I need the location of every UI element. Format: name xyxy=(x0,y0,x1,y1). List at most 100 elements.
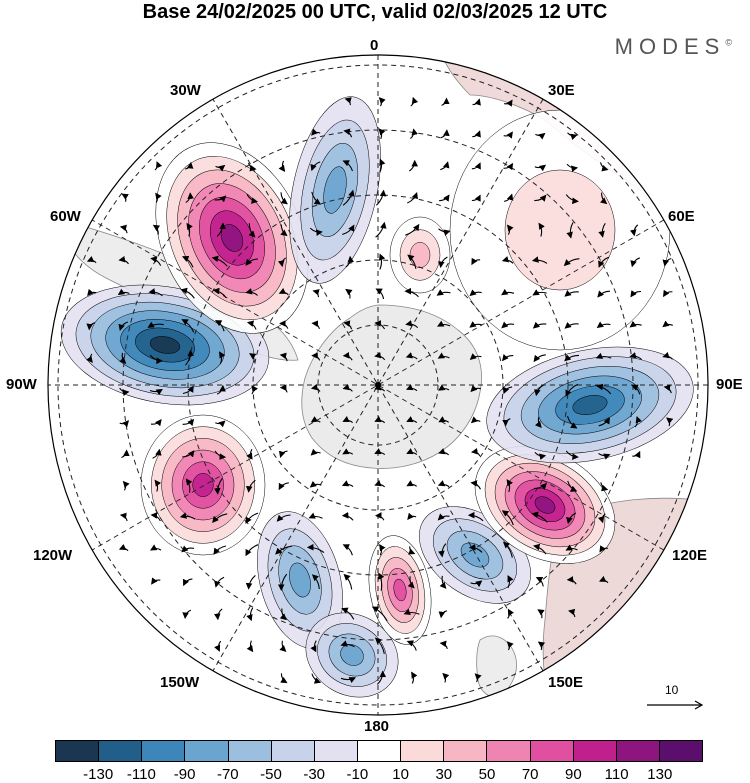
colorbar-segment xyxy=(142,741,186,761)
wind-vector-arrow xyxy=(182,418,195,427)
wind-vector-arrow xyxy=(342,189,355,206)
wind-vector-arrow xyxy=(118,543,129,552)
wind-vector-arrow xyxy=(436,289,451,296)
colorbar-segment xyxy=(314,741,358,761)
wind-vector-arrow xyxy=(438,416,450,423)
wind-vector-arrow xyxy=(501,510,514,526)
wind-vector-arrow xyxy=(214,320,225,332)
colorbar-tick-label: 130 xyxy=(647,766,673,783)
colorbar-segment xyxy=(444,741,488,761)
wind-vector-arrow xyxy=(248,223,256,238)
wind-vector-arrow xyxy=(277,573,288,591)
colorbar-segment xyxy=(271,741,315,761)
wind-vector-arrow xyxy=(310,161,321,172)
wind-vector-arrow xyxy=(251,385,258,395)
wind-vector-arrow xyxy=(245,479,256,493)
wind-vector-arrow xyxy=(308,512,323,519)
wind-vector-arrow xyxy=(472,130,481,138)
wind-vector-arrow xyxy=(86,322,95,331)
wind-vector-arrow xyxy=(341,480,354,488)
wind-vector-arrow xyxy=(214,608,223,621)
wind-vector-arrow xyxy=(378,572,385,591)
wind-vector-arrow xyxy=(598,452,611,460)
wind-vector-arrow xyxy=(405,352,418,360)
wind-vector-arrow xyxy=(119,512,128,522)
map-disc xyxy=(48,55,708,715)
wind-vector-arrow xyxy=(662,351,674,360)
wind-vector-arrow xyxy=(407,254,417,269)
wind-vector-arrow xyxy=(181,319,195,333)
wind-vector-arrow xyxy=(630,224,639,237)
wind-vector-arrow xyxy=(568,608,576,618)
wind-vector-arrow xyxy=(407,576,415,589)
wind-vector-arrow xyxy=(148,288,163,297)
wind-vector-arrow xyxy=(310,640,317,653)
wind-vector-arrow xyxy=(279,352,288,362)
wind-vector-arrow xyxy=(406,480,418,487)
wind-vector-arrow xyxy=(280,192,288,205)
wind-vector-arrow xyxy=(531,256,548,264)
wind-vector-arrow xyxy=(180,287,195,299)
colorbar-tick-labels: -130 -110 -90 -70 -50 -30 -10 10 30 50 70 90 110 130 xyxy=(55,766,703,783)
wind-vector-arrow xyxy=(563,258,580,267)
wind-vector-arrow xyxy=(507,575,514,589)
wind-vector-arrow xyxy=(186,222,193,237)
wind-vector-arrow xyxy=(502,354,514,362)
wind-vector-arrow xyxy=(86,353,93,363)
wind-vector-arrow xyxy=(472,98,481,106)
wind-vector-arrow xyxy=(309,480,322,488)
wind-vector-arrow xyxy=(406,416,418,424)
wind-vector-arrow xyxy=(343,573,353,590)
wind-vector-arrow xyxy=(440,161,450,171)
wind-vector-arrow xyxy=(379,253,386,270)
wind-vector-arrow xyxy=(122,480,130,491)
wind-vector-arrow xyxy=(503,162,514,171)
anomaly-contour-high-165e xyxy=(393,578,407,602)
colorbar-segment xyxy=(185,741,229,761)
wind-vector-arrow xyxy=(535,132,546,140)
wind-vector-arrow xyxy=(214,478,223,495)
wind-vector-arrow xyxy=(634,415,642,428)
wind-vector-arrow xyxy=(378,97,386,107)
wind-vector-arrow xyxy=(375,512,385,521)
reference-vector-label: 10 xyxy=(665,683,679,697)
wind-vector-arrow xyxy=(149,388,163,396)
colorbar-tick-label: -30 xyxy=(303,766,326,783)
wind-vector-arrow xyxy=(121,193,129,202)
wind-vector-arrow xyxy=(211,255,228,267)
wind-vector-arrow xyxy=(566,222,574,239)
wind-vector-arrow xyxy=(246,320,257,330)
colorbar-tick-label: 10 xyxy=(392,766,409,783)
wind-vector-arrow xyxy=(470,385,481,393)
wind-vector-arrow xyxy=(531,511,548,523)
wind-vector-arrow xyxy=(306,543,325,554)
wind-vector-arrow xyxy=(150,256,162,266)
wind-vector-arrow xyxy=(501,321,515,329)
wind-vector-arrow xyxy=(532,321,547,329)
wind-vector-arrow xyxy=(342,224,355,236)
wind-vector-arrow xyxy=(152,448,162,459)
meridian-line xyxy=(212,98,544,672)
anomaly-contour-low-150w xyxy=(289,562,311,598)
wind-vector-arrow xyxy=(245,544,259,557)
wind-vector-arrow xyxy=(535,577,544,587)
wind-vector-arrow xyxy=(182,609,192,619)
wind-vector-arrow xyxy=(507,608,514,619)
wind-vector-arrow xyxy=(597,513,606,524)
wind-vector-arrow xyxy=(249,353,257,363)
wind-vector-arrow xyxy=(632,450,641,459)
wind-vector-arrow xyxy=(438,384,450,391)
wind-vector-arrow xyxy=(470,580,483,588)
wind-vector-arrow xyxy=(404,287,419,298)
wind-vector-arrow xyxy=(119,352,127,364)
wind-vector-arrow xyxy=(181,545,195,553)
wind-vector-arrow xyxy=(340,677,356,684)
wind-vector-arrow xyxy=(471,162,481,170)
wind-vector-arrow xyxy=(538,222,545,237)
south-pole-marker xyxy=(375,382,381,388)
wind-vector-arrow xyxy=(279,608,287,621)
wind-vector-arrow xyxy=(149,354,163,365)
wind-vector-arrow xyxy=(374,416,386,424)
wind-vector-arrow xyxy=(376,670,387,685)
antarctica-shape xyxy=(301,304,482,469)
